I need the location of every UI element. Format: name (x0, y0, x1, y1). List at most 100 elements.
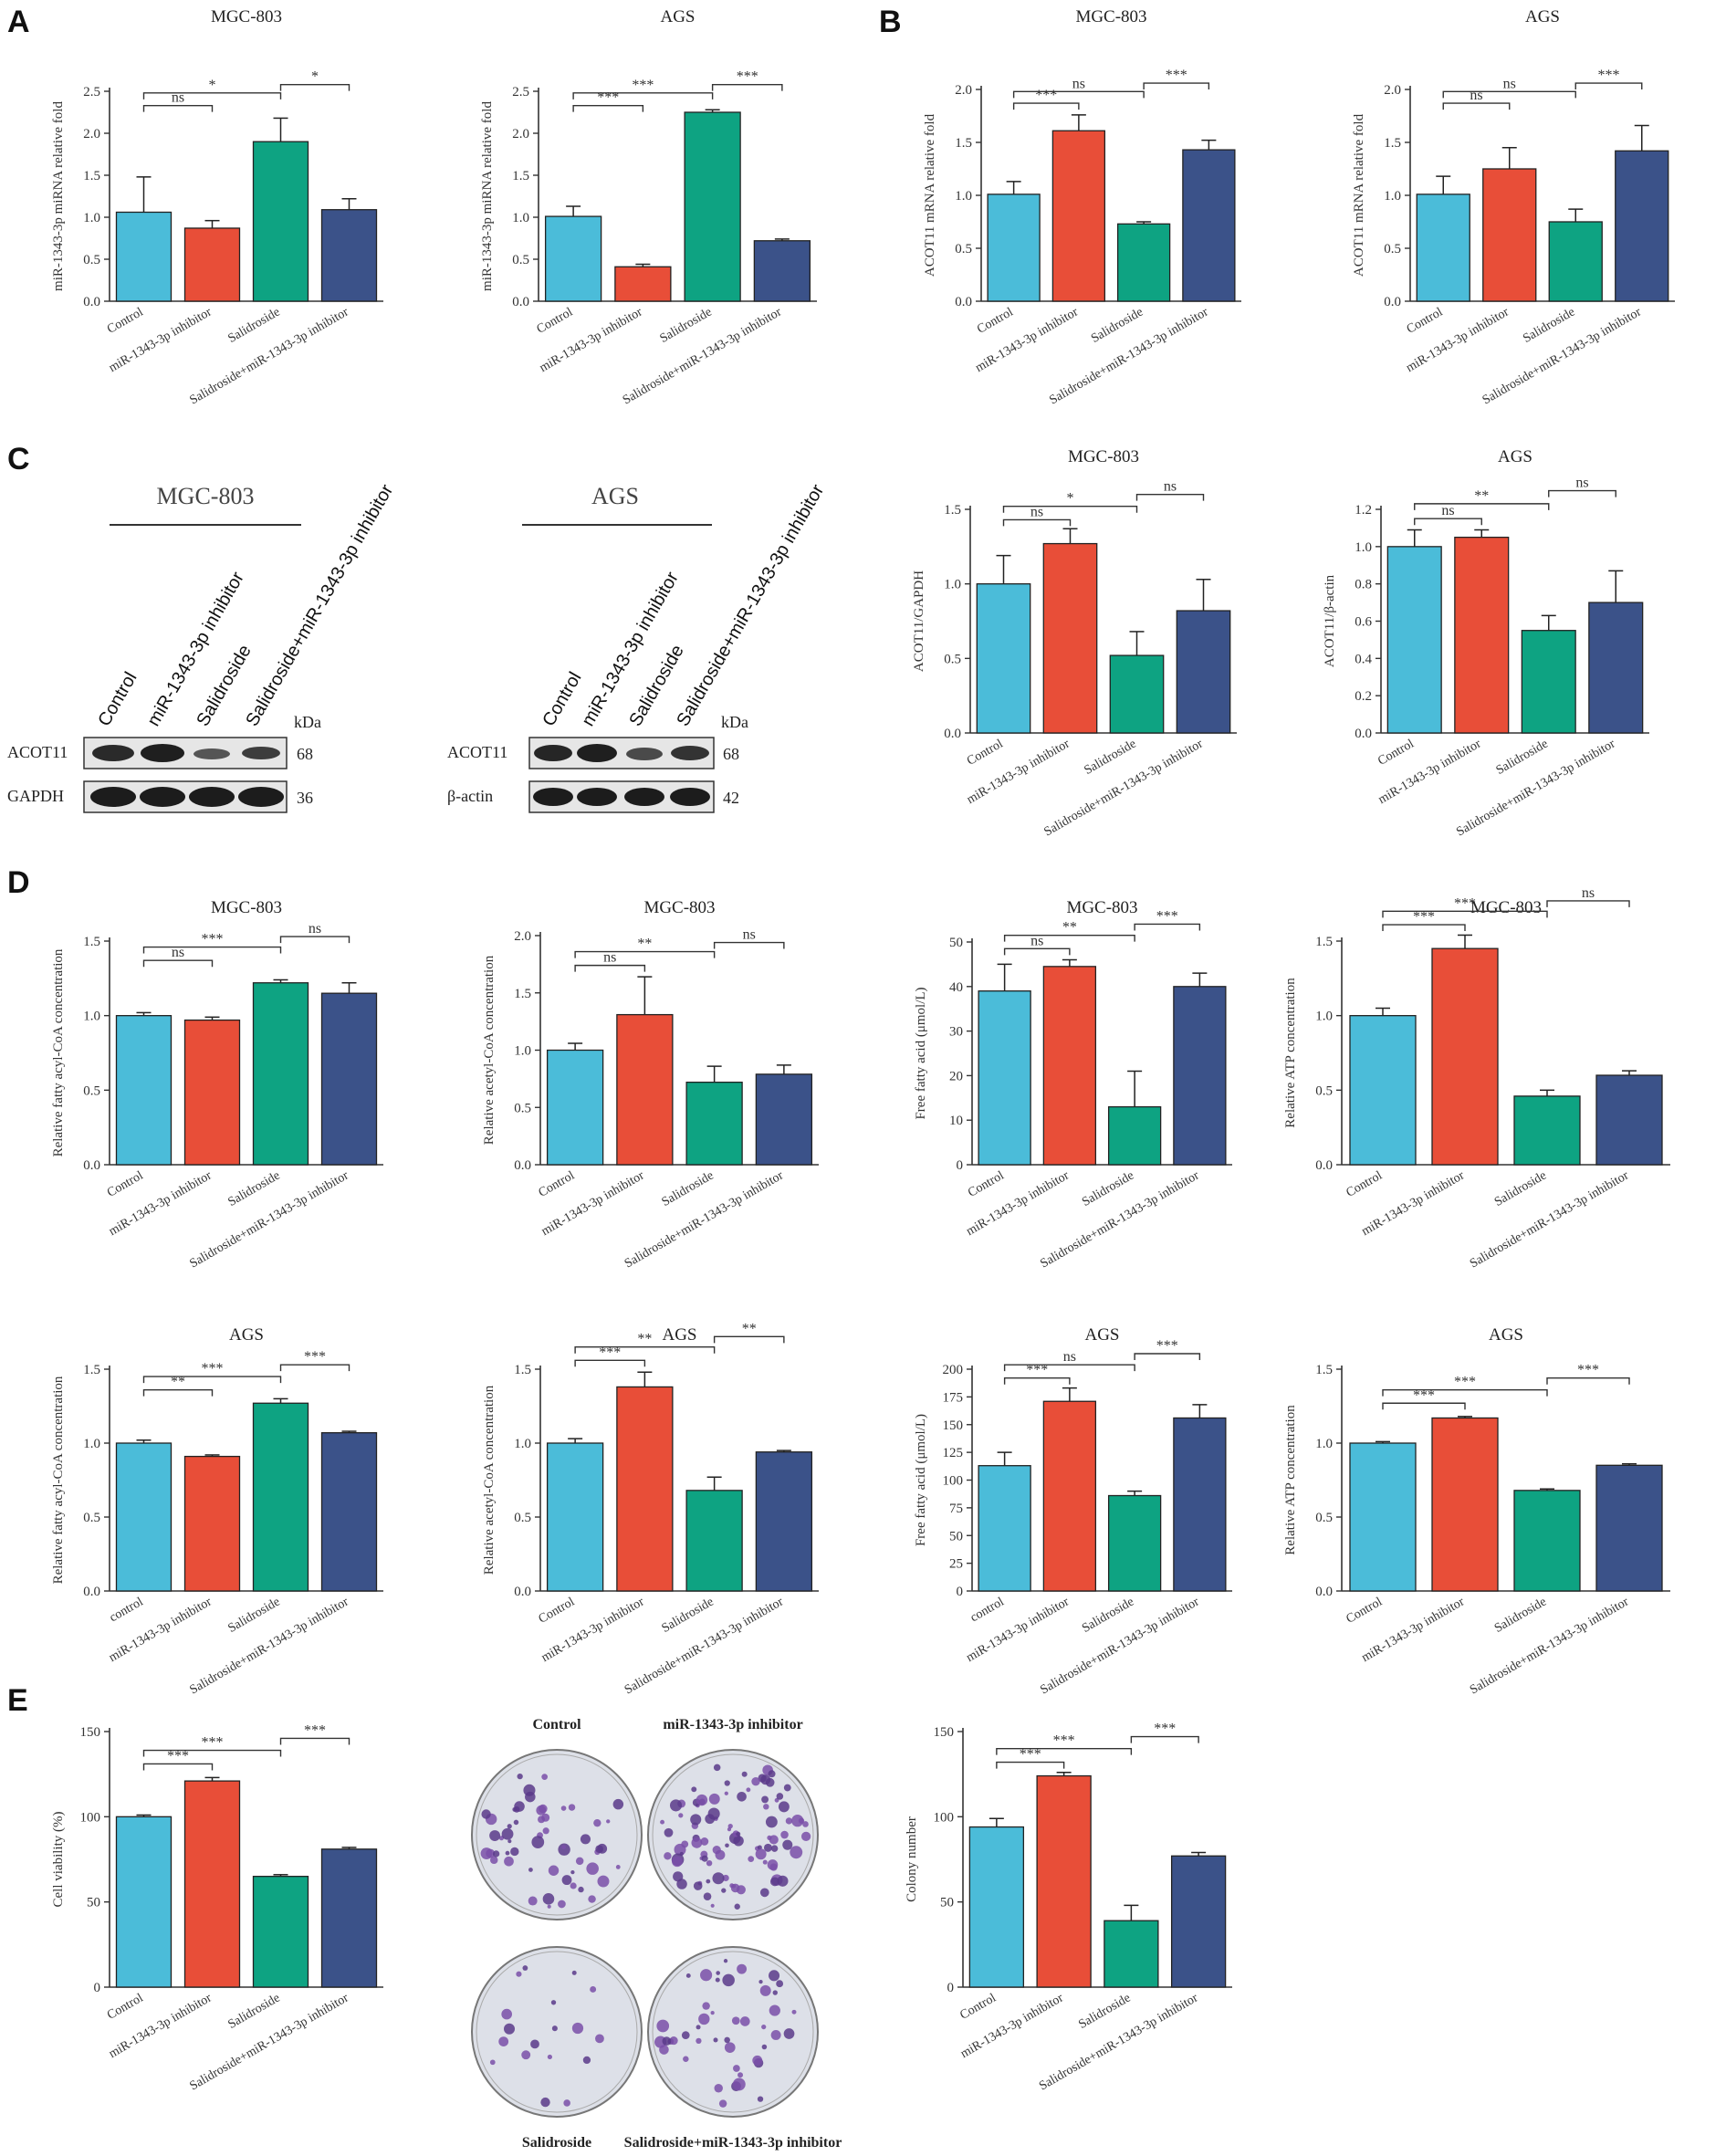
colony-spot (571, 1970, 577, 1975)
bar (115, 1816, 173, 1988)
blot-band (626, 748, 663, 760)
colony-spot (528, 1868, 533, 1872)
bar (320, 209, 378, 302)
y-tick-label: 2.5 (83, 85, 100, 99)
bar (1513, 1490, 1581, 1592)
y-tick-label: 0.5 (955, 242, 972, 256)
significance-label: ns (1164, 479, 1177, 495)
x-tick-label: Salidroside (225, 1595, 282, 1635)
western-blot-mgc803: MGC-803 Control miR-1343-3p inhibitor Sa… (7, 481, 397, 813)
significance-label: *** (304, 1722, 326, 1738)
colony-spot (525, 1791, 536, 1803)
y-tick-label: 0.5 (514, 1511, 531, 1525)
bar (1513, 1095, 1581, 1166)
significance-label: *** (1454, 895, 1476, 911)
significance-label: ns (1582, 885, 1595, 901)
y-axis-title: Free fatty acid (μmol/L) (914, 987, 928, 1119)
blot-row-name: β-actin (447, 787, 493, 805)
y-tick-label: 0.2 (1355, 689, 1372, 704)
y-tick-label: 20 (949, 1069, 963, 1083)
y-tick-label: 1.2 (1355, 503, 1372, 518)
chart-d-ags-acyl: AGS 0.0 0.5 1.0 1.5 Relative fatty acyl-CoA c… (51, 1325, 383, 1697)
colony-spot (673, 1871, 684, 1882)
colony-dish-control (471, 1749, 643, 1921)
significance-bracket (1002, 518, 1072, 527)
y-tick-label: 175 (943, 1390, 964, 1405)
chart-title: AGS (660, 7, 695, 26)
significance-label: *** (167, 1748, 189, 1764)
y-tick-label: 0.8 (1355, 578, 1372, 592)
colony-spot (757, 1845, 762, 1850)
blot-band (189, 787, 235, 807)
colony-spot (733, 2065, 740, 2072)
colony-spot (513, 1819, 519, 1826)
blot-row-name: ACOT11 (447, 743, 507, 761)
colony-spot (571, 2022, 584, 2035)
blot-title-mgc803: MGC-803 (157, 483, 255, 509)
significance-bracket (142, 959, 214, 968)
colony-spot (736, 1831, 741, 1837)
y-tick-label: 1.0 (944, 578, 961, 592)
bar (976, 583, 1031, 734)
chart-title: MGC-803 (1066, 898, 1137, 917)
colony-spot (761, 2024, 767, 2030)
bar (755, 1073, 813, 1166)
x-tick-label: Salidroside (1494, 737, 1551, 777)
panel-letter-a: A (7, 5, 30, 39)
colony-spot (690, 1814, 702, 1826)
colony-spot (681, 2031, 690, 2040)
colony-spot (561, 1845, 567, 1850)
significance-bracket (1546, 1377, 1630, 1385)
bar (546, 1442, 604, 1592)
chart-title: AGS (1498, 447, 1532, 466)
blot-band (624, 788, 664, 806)
colony-spot (541, 1774, 548, 1780)
significance-bracket (142, 1376, 282, 1384)
bar (320, 992, 378, 1166)
significance-label: ns (1575, 476, 1588, 491)
chart-d-mgc803-acyl: MGC-803 0.0 0.5 1.0 1.5 Relative fatty acyl-C… (51, 898, 383, 1271)
colony-spot (800, 1831, 811, 1841)
dish-plate (471, 1946, 643, 2118)
significance-bracket (574, 950, 716, 958)
chart-c-ags: AGS 0.0 0.2 0.4 0.6 0.8 1.0 1.2 ACOT11/β-actin Co… (1323, 447, 1649, 839)
colony-spot (597, 1875, 610, 1888)
colony-spot (615, 1865, 621, 1869)
significance-label: *** (1598, 68, 1620, 83)
chart-title: AGS (1489, 1325, 1523, 1345)
colony-spot (727, 1823, 733, 1829)
y-tick-label: 0.5 (1384, 242, 1401, 256)
y-tick-label: 1.0 (514, 1437, 531, 1451)
significance-bracket (142, 1763, 214, 1771)
x-tick-label: Control (537, 1168, 578, 1199)
y-tick-label: 1.0 (955, 189, 972, 204)
significance-label: ns (1030, 933, 1043, 948)
y-tick-label: 2.0 (514, 929, 531, 944)
significance-bracket (1382, 924, 1466, 932)
western-blot-ags: AGS Control miR-1343-3p inhibitor Salidr… (447, 481, 828, 813)
significance-label: ns (603, 950, 616, 966)
colony-spot (536, 1805, 547, 1816)
colony-spot (724, 2042, 736, 2053)
y-tick-label: 0.5 (944, 652, 961, 666)
colony-spot (722, 1973, 735, 1987)
bar (1431, 1417, 1499, 1592)
bar (252, 1876, 309, 1988)
colony-spot (767, 1835, 772, 1840)
colony-spot (586, 1862, 599, 1875)
chart-c-mgc803: MGC-8030.00.51.01.5ACOT11/GAPDHControlmi… (912, 447, 1237, 839)
bar (1104, 1920, 1159, 1988)
colony-spot (568, 1804, 576, 1811)
y-tick-label: 0.5 (512, 253, 529, 267)
blot-row-name: ACOT11 (7, 743, 68, 761)
blot-lane-label: Salidroside+miR-1343-3p inhibitor (673, 481, 828, 730)
colony-spot (777, 1875, 789, 1887)
blot-band (92, 745, 134, 761)
colony-spot (769, 1877, 779, 1887)
chart-title: AGS (1525, 7, 1560, 26)
x-tick-label: Salidroside (225, 1991, 282, 2031)
colony-spot (737, 2072, 744, 2078)
x-tick-label: Control (1344, 1168, 1385, 1199)
bar (252, 1402, 309, 1592)
